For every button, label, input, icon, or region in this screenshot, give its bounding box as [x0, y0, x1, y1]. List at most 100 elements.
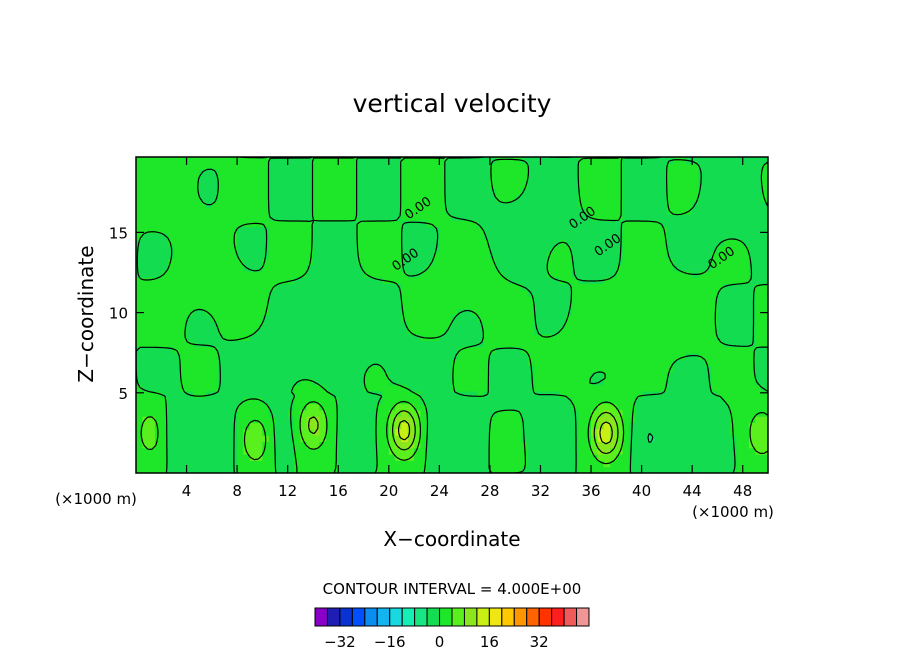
field-cell: [161, 239, 169, 247]
field-cell: [616, 182, 624, 190]
field-cell: [749, 359, 756, 367]
field-cell: [515, 454, 523, 461]
field-cell: [275, 169, 282, 177]
field-cell: [420, 213, 428, 221]
field-cell: [603, 207, 611, 215]
field-cell: [749, 371, 756, 379]
field-cell: [376, 333, 384, 341]
field-cell: [433, 365, 440, 373]
field-cell: [192, 441, 200, 449]
field-cell: [395, 239, 403, 247]
field-cell: [230, 403, 238, 411]
field-cell: [534, 157, 542, 164]
field-cell: [268, 175, 276, 183]
field-cell: [521, 245, 529, 253]
field-cell: [407, 232, 415, 240]
field-cell: [730, 213, 737, 221]
field-cell: [338, 315, 346, 322]
field-cell: [711, 188, 719, 196]
field-cell: [312, 213, 320, 221]
field-cell: [470, 175, 478, 183]
field-cell: [312, 201, 320, 209]
field-cell: [591, 157, 598, 164]
field-cell: [180, 283, 188, 291]
field-cell: [237, 384, 245, 392]
field-cell: [711, 454, 719, 461]
field-cell: [755, 359, 763, 367]
field-cell: [717, 447, 725, 455]
field-cell: [527, 220, 535, 228]
field-cell: [578, 403, 586, 411]
field-cell: [294, 175, 301, 183]
field-cell: [673, 182, 681, 190]
field-cell: [186, 169, 194, 177]
field-cell: [306, 384, 314, 392]
field-cell: [300, 416, 308, 424]
field-cell: [382, 428, 390, 436]
field-cell: [470, 327, 478, 335]
field-cell: [344, 359, 352, 367]
field-cell: [654, 378, 662, 386]
field-cell: [136, 352, 143, 360]
field-cell: [192, 327, 200, 335]
field-cell: [496, 422, 504, 430]
field-cell: [401, 264, 409, 272]
field-cell: [420, 308, 428, 316]
field-cell: [470, 378, 478, 386]
field-cell: [420, 384, 428, 392]
field-cell: [698, 245, 706, 253]
field-cell: [761, 251, 768, 259]
field-cell: [167, 441, 175, 449]
field-cell: [173, 435, 181, 442]
field-cell: [161, 213, 169, 221]
field-cell: [470, 201, 478, 209]
field-cell: [439, 428, 447, 436]
field-cell: [749, 308, 756, 316]
field-cell: [376, 264, 384, 272]
field-cell: [578, 435, 586, 442]
field-cell: [433, 270, 440, 278]
field-cell: [211, 321, 219, 329]
field-cell: [723, 182, 731, 190]
field-cell: [167, 327, 175, 335]
field-cell: [502, 466, 510, 473]
field-cell: [761, 397, 768, 405]
field-cell: [382, 441, 390, 449]
field-cell: [180, 220, 188, 228]
field-cell: [597, 270, 605, 278]
field-cell: [673, 371, 681, 379]
field-cell: [711, 283, 719, 291]
field-cell: [439, 441, 447, 449]
field-cell: [199, 251, 207, 259]
field-cell: [711, 315, 719, 322]
field-cell: [673, 239, 681, 247]
field-cell: [357, 226, 365, 234]
field-cell: [142, 289, 150, 297]
field-cell: [319, 371, 327, 379]
field-cell: [597, 409, 605, 417]
field-cell: [173, 163, 181, 171]
field-cell: [717, 384, 725, 392]
field-cell: [692, 384, 700, 392]
field-cell: [230, 397, 238, 405]
field-cell: [237, 245, 245, 253]
field-cell: [281, 441, 289, 449]
field-cell: [388, 315, 396, 322]
field-cell: [338, 441, 346, 449]
field-cell: [679, 340, 687, 348]
field-cell: [647, 194, 655, 202]
field-cell: [376, 384, 384, 392]
field-cell: [439, 194, 447, 202]
field-cell: [414, 220, 421, 228]
field-cell: [439, 239, 447, 247]
field-cell: [698, 384, 706, 392]
field-cell: [173, 157, 181, 164]
field-cell: [401, 188, 409, 196]
field-cell: [331, 333, 339, 341]
field-cell: [742, 454, 750, 461]
field-cell: [376, 283, 384, 291]
field-cell: [641, 207, 649, 215]
field-cell: [401, 352, 409, 360]
field-cell: [275, 321, 282, 329]
field-cell: [173, 378, 181, 386]
